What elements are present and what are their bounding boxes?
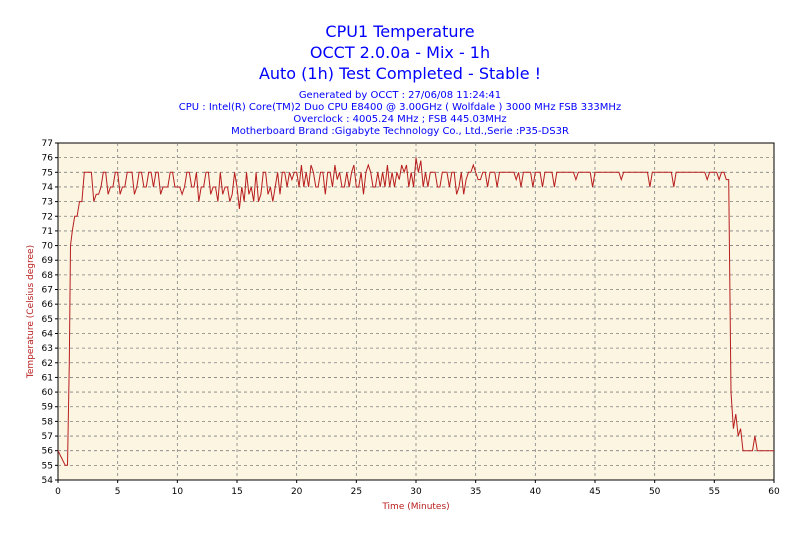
y-tick-label: 74 — [42, 183, 54, 193]
y-tick-label: 56 — [42, 447, 54, 457]
cpu-info: CPU : Intel(R) Core(TM)2 Duo CPU E8400 @… — [178, 102, 622, 113]
y-tick-label: 54 — [42, 476, 54, 486]
x-tick-label: 40 — [530, 487, 542, 497]
y-tick-label: 62 — [42, 359, 53, 369]
generated-info: Generated by OCCT : 27/06/08 11:24:41 — [298, 90, 502, 101]
y-tick-label: 57 — [42, 432, 53, 442]
chart-title: CPU1 Temperature — [325, 22, 475, 41]
y-tick-label: 60 — [42, 388, 54, 398]
y-tick-label: 68 — [42, 271, 54, 281]
temperature-line — [57, 157, 774, 466]
y-tick-label: 66 — [42, 300, 54, 310]
y-tick-label: 75 — [42, 168, 53, 178]
y-tick-label: 73 — [42, 198, 53, 208]
x-tick-label: 55 — [709, 487, 720, 497]
y-tick-label: 63 — [42, 344, 53, 354]
x-tick-label: 0 — [55, 487, 61, 497]
y-tick-label: 71 — [42, 227, 53, 237]
x-tick-label: 10 — [172, 487, 184, 497]
y-tick-label: 77 — [42, 139, 53, 149]
x-tick-label: 35 — [470, 487, 481, 497]
motherboard-info: Motherboard Brand :Gigabyte Technology C… — [231, 126, 569, 137]
y-tick-label: 69 — [42, 256, 54, 266]
x-tick-label: 15 — [231, 487, 242, 497]
x-tick-label: 45 — [589, 487, 600, 497]
y-tick-label: 70 — [42, 242, 54, 252]
y-axis-label: Temperature (Celsius degree) — [26, 245, 36, 379]
y-tick-label: 65 — [42, 315, 53, 325]
overclock-info: Overclock : 4005.24 MHz ; FSB 445.03MHz — [293, 114, 507, 125]
y-tick-label: 76 — [42, 154, 54, 164]
y-tick-label: 58 — [42, 417, 54, 427]
x-tick-label: 20 — [291, 487, 303, 497]
y-tick-label: 59 — [42, 403, 54, 413]
x-tick-label: 50 — [649, 487, 661, 497]
x-axis-label: Time (Minutes) — [381, 502, 449, 512]
x-tick-label: 30 — [410, 487, 422, 497]
x-tick-label: 60 — [768, 487, 780, 497]
y-tick-label: 61 — [42, 373, 53, 383]
tick-labels: 54 55 56 57 58 59 60 61 62 63 64 65 66 67 68 69 70 71 72 73… — [42, 139, 780, 497]
chart-subtitle: OCCT 2.0.0a - Mix - 1h — [309, 43, 491, 62]
y-tick-label: 67 — [42, 286, 53, 296]
y-tick-label: 55 — [42, 461, 53, 471]
test-status: Auto (1h) Test Completed - Stable ! — [258, 64, 542, 83]
y-tick-label: 64 — [42, 329, 54, 339]
x-tick-label: 5 — [115, 487, 121, 497]
y-tick-label: 72 — [42, 212, 53, 222]
x-tick-label: 25 — [351, 487, 362, 497]
